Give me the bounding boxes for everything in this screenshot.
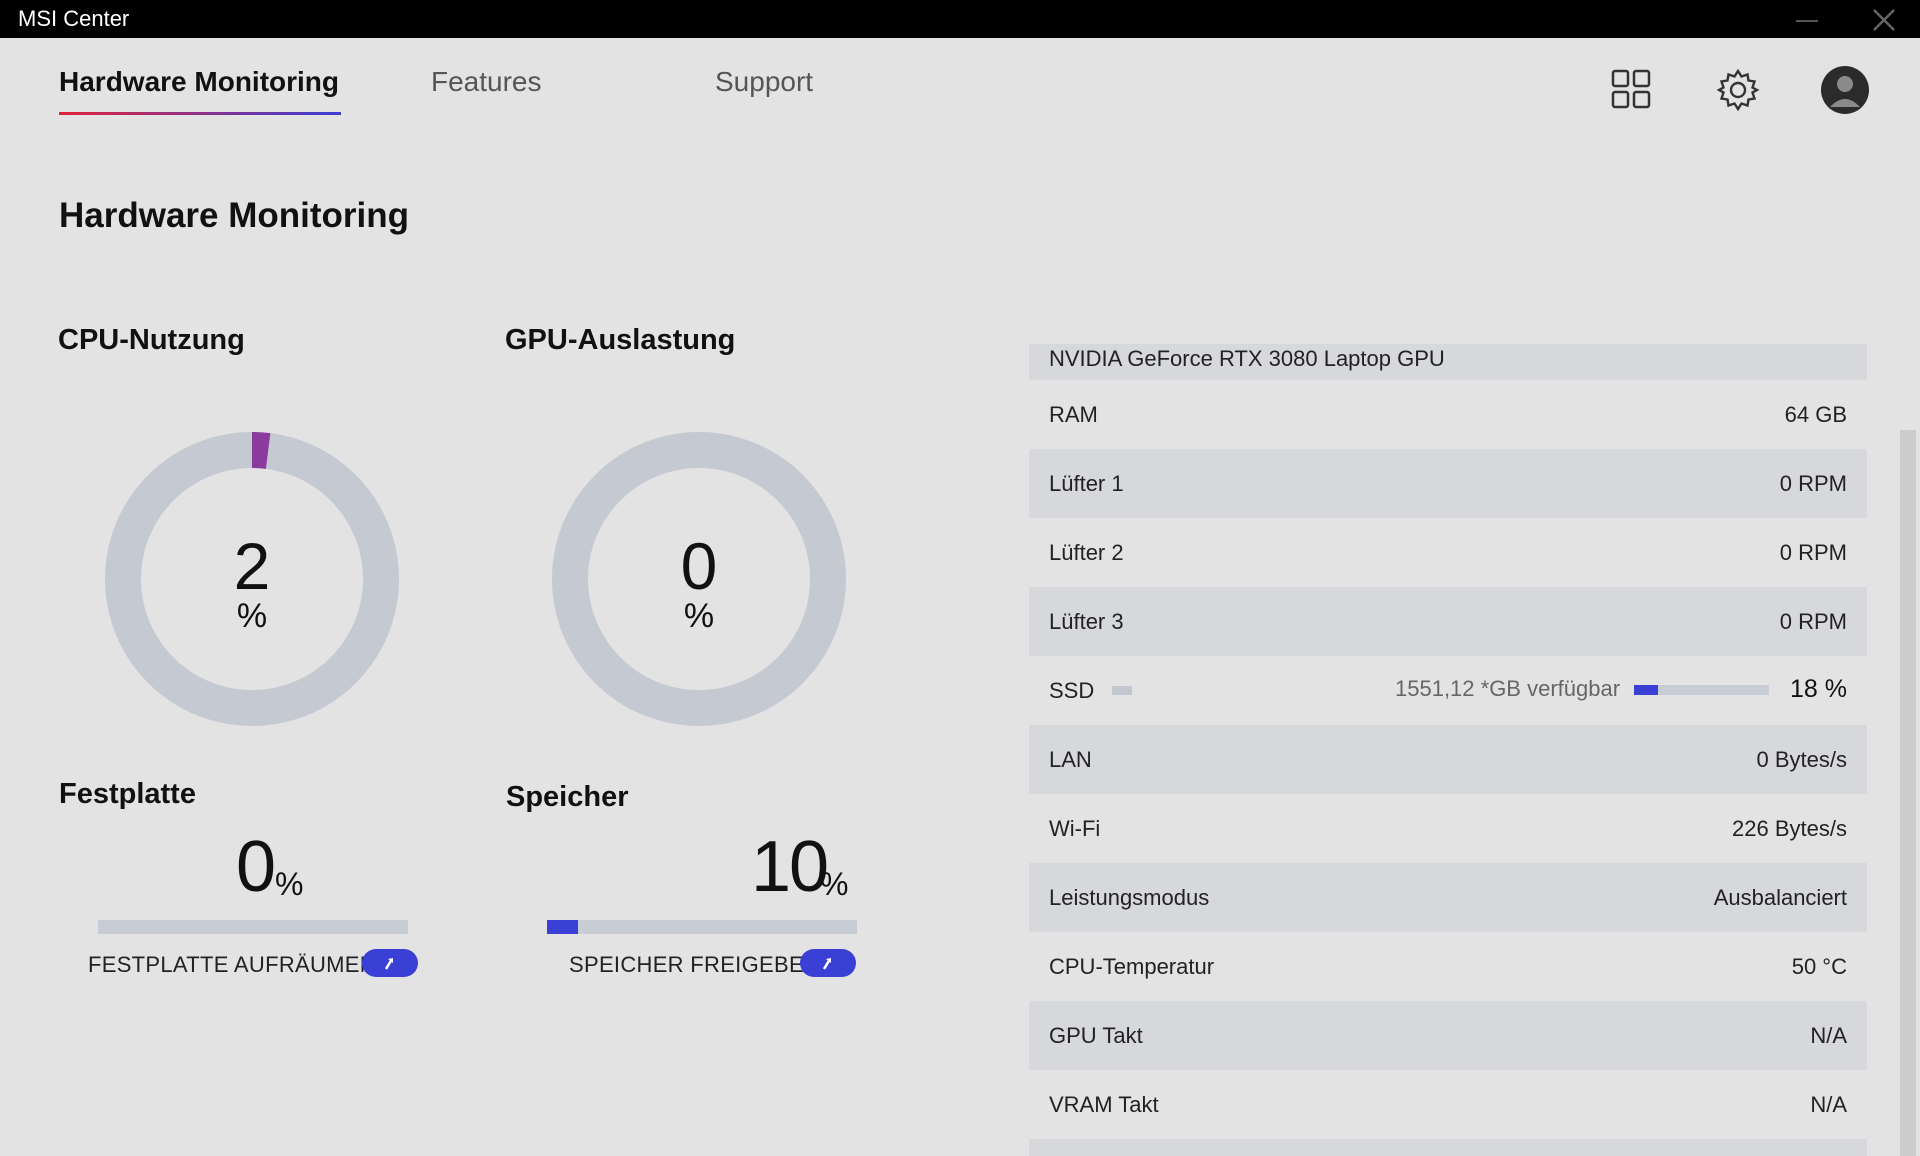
- disk-cleanup-label: FESTPLATTE AUFRÄUMEN: [88, 952, 376, 977]
- memory-usage-fill: [547, 920, 578, 934]
- info-row-fan-1: Lüfter 1 0 RPM: [1029, 449, 1867, 518]
- info-label: Leistungsmodus: [1049, 884, 1210, 910]
- memory-free-label: SPEICHER FREIGEBEN: [569, 952, 821, 977]
- info-row-gpu-clock: GPU Takt N/A: [1029, 1001, 1867, 1070]
- info-row-next: [1029, 1139, 1867, 1156]
- ssd-usage-bar: [1634, 685, 1769, 695]
- info-label: RAM: [1049, 401, 1098, 427]
- info-row-ram: RAM 64 GB: [1029, 380, 1867, 449]
- close-icon[interactable]: [1870, 6, 1898, 34]
- info-value: 50 °C: [1791, 953, 1847, 979]
- title-bar: MSI Center: [0, 0, 1920, 38]
- gpu-usage-title: GPU-Auslastung: [505, 324, 736, 356]
- cpu-usage-value: 2: [233, 529, 271, 603]
- info-row-wifi: Wi-Fi 226 Bytes/s: [1029, 794, 1867, 863]
- system-info-list[interactable]: NVIDIA GeForce RTX 3080 Laptop GPU RAM 6…: [1029, 344, 1867, 1156]
- gpu-usage-gauge: [552, 432, 846, 726]
- info-row-lan: LAN 0 Bytes/s: [1029, 725, 1867, 794]
- cpu-usage-title: CPU-Nutzung: [58, 324, 245, 356]
- info-row-gpu-name: NVIDIA GeForce RTX 3080 Laptop GPU: [1029, 344, 1867, 380]
- ssd-indicator: [1112, 686, 1132, 695]
- arrow-up-right-icon: [384, 958, 394, 970]
- info-list-scrollbar[interactable]: [1900, 430, 1916, 1156]
- disk-value: 0: [236, 827, 276, 907]
- memory-value: 10: [751, 827, 829, 907]
- info-row-fan-3: Lüfter 3 0 RPM: [1029, 587, 1867, 656]
- memory-title: Speicher: [506, 781, 629, 813]
- user-avatar-icon[interactable]: [1820, 65, 1870, 115]
- cpu-usage-unit: %: [236, 597, 268, 635]
- cpu-usage-arc: [105, 432, 399, 726]
- gpu-usage-value: 0: [680, 529, 718, 603]
- tab-support[interactable]: Support: [715, 66, 814, 97]
- info-value: 0 RPM: [1779, 470, 1847, 496]
- memory-unit: %: [820, 866, 849, 902]
- info-label: Lüfter 1: [1049, 470, 1124, 496]
- gear-icon[interactable]: [1716, 68, 1760, 112]
- memory-usage-bar: [547, 920, 857, 934]
- gpu-usage-unit: %: [683, 597, 715, 635]
- info-label: LAN: [1049, 746, 1092, 772]
- disk-title: Festplatte: [59, 778, 196, 810]
- info-row-cpu-temperature: CPU-Temperatur 50 °C: [1029, 932, 1867, 1001]
- info-row-power-mode: Leistungsmodus Ausbalanciert: [1029, 863, 1867, 932]
- disk-cleanup-button[interactable]: [362, 949, 418, 977]
- disk-usage-bar: [98, 920, 408, 934]
- info-row-ssd: SSD 1551,12 *GB verfügbar 18 %: [1029, 656, 1867, 725]
- page-title: Hardware Monitoring: [59, 196, 410, 235]
- info-row-vram-clock: VRAM Takt N/A: [1029, 1070, 1867, 1139]
- info-label: Wi-Fi: [1049, 815, 1101, 841]
- info-value: 226 Bytes/s: [1732, 815, 1847, 841]
- grid-icon[interactable]: [1611, 69, 1651, 109]
- gpu-name-text: NVIDIA GeForce RTX 3080 Laptop GPU: [1049, 345, 1445, 371]
- info-label: SSD: [1049, 677, 1095, 703]
- info-value: 0 Bytes/s: [1756, 746, 1847, 772]
- info-value: Ausbalanciert: [1713, 884, 1847, 910]
- info-value: N/A: [1810, 1022, 1847, 1048]
- info-value: 0 RPM: [1779, 608, 1847, 634]
- minimize-button[interactable]: [1796, 20, 1818, 22]
- info-row-fan-2: Lüfter 2 0 RPM: [1029, 518, 1867, 587]
- info-label: Lüfter 3: [1049, 608, 1124, 634]
- tab-hardware-monitoring[interactable]: Hardware Monitoring: [59, 66, 340, 97]
- cpu-usage-gauge: [105, 432, 399, 726]
- disk-unit: %: [275, 866, 304, 902]
- active-tab-underline: [59, 112, 341, 115]
- info-label: VRAM Takt: [1049, 1091, 1159, 1117]
- info-value: N/A: [1810, 1091, 1847, 1117]
- ssd-percent: 18 %: [1790, 675, 1847, 703]
- tab-features[interactable]: Features: [431, 66, 542, 97]
- info-label: GPU Takt: [1049, 1022, 1143, 1048]
- info-value: 64 GB: [1784, 401, 1847, 427]
- app-title: MSI Center: [18, 6, 130, 31]
- info-value: 0 RPM: [1779, 539, 1847, 565]
- ssd-available-text: 1551,12 *GB verfügbar: [1395, 676, 1621, 701]
- ssd-usage-fill: [1634, 685, 1659, 695]
- info-label: CPU-Temperatur: [1049, 953, 1215, 979]
- memory-free-button[interactable]: [800, 949, 856, 977]
- info-label: Lüfter 2: [1049, 539, 1124, 565]
- arrow-up-right-icon: [822, 958, 832, 970]
